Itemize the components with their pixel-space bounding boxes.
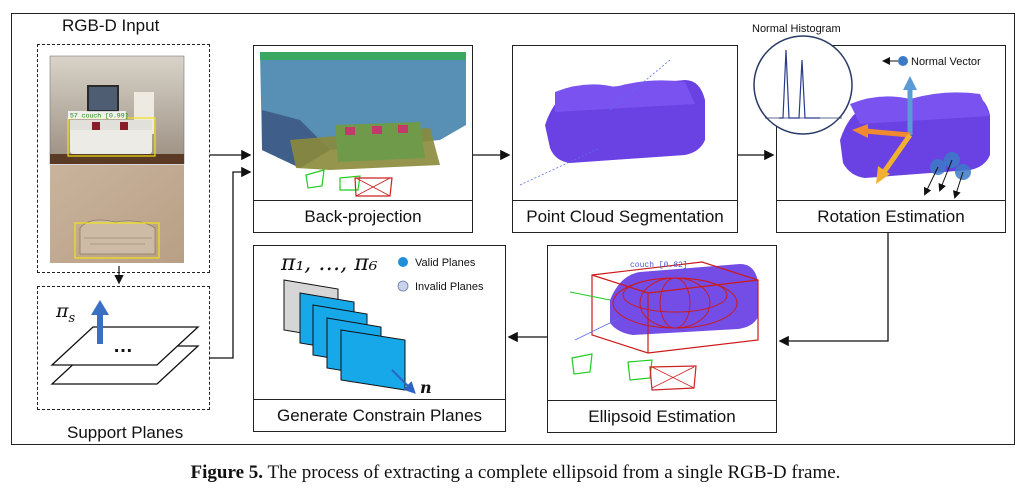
rotation-pointcloud <box>840 76 990 199</box>
ellipsoid-label: Ellipsoid Estimation <box>548 400 776 432</box>
valid-planes-label: Valid Planes <box>415 257 476 269</box>
constrain-planes-stack <box>283 279 416 394</box>
segmentation-label: Point Cloud Segmentation <box>513 200 737 232</box>
figure-caption: Figure 5. The process of extracting a co… <box>0 462 1031 484</box>
segmentation-pointcloud <box>519 59 705 186</box>
constrain-label: Generate Constrain Planes <box>254 399 505 431</box>
invalid-planes-icon <box>397 280 409 292</box>
rgb-image <box>49 55 185 165</box>
caption-text: The process of extracting a complete ell… <box>263 462 841 483</box>
arrow-rotation-to-ellipsoid <box>778 233 889 347</box>
support-plane-symbol: πs <box>55 300 76 326</box>
support-planes-title: Support Planes <box>67 423 184 442</box>
arrow-support-to-backprojection <box>210 166 252 359</box>
figure-frame <box>11 13 1015 445</box>
detection-label: 57 couch [0.99] <box>70 113 129 120</box>
normal-n-label: n <box>420 378 432 397</box>
panel-constrain: Generate Constrain Planes <box>253 245 506 432</box>
support-planes-drawing <box>50 300 200 385</box>
ellipsoid-drawing <box>569 261 759 391</box>
valid-planes-icon <box>398 257 408 267</box>
ellipsoid-label: couch [0.82] <box>630 261 688 270</box>
rotation-label: Rotation Estimation <box>777 200 1005 232</box>
support-plane-dots: … <box>113 335 133 357</box>
normal-vector-label: Normal Vector <box>911 56 981 68</box>
rgbd-input-title: RGB-D Input <box>62 16 160 35</box>
invalid-planes-label: Invalid Planes <box>415 281 484 293</box>
normal-vector-icon <box>898 56 908 66</box>
depth-image <box>50 165 184 263</box>
rgbd-input-box <box>37 44 210 273</box>
constrain-planes-symbol: π₁, …, π₆ <box>280 251 378 276</box>
normal-histogram <box>753 35 853 135</box>
support-planes-box <box>37 286 210 410</box>
normal-histogram-title: Normal Histogram <box>752 23 841 35</box>
figure-number: Figure 5. <box>190 462 264 483</box>
back-projection-label: Back-projection <box>254 200 472 232</box>
backprojection-pointcloud <box>260 52 466 197</box>
